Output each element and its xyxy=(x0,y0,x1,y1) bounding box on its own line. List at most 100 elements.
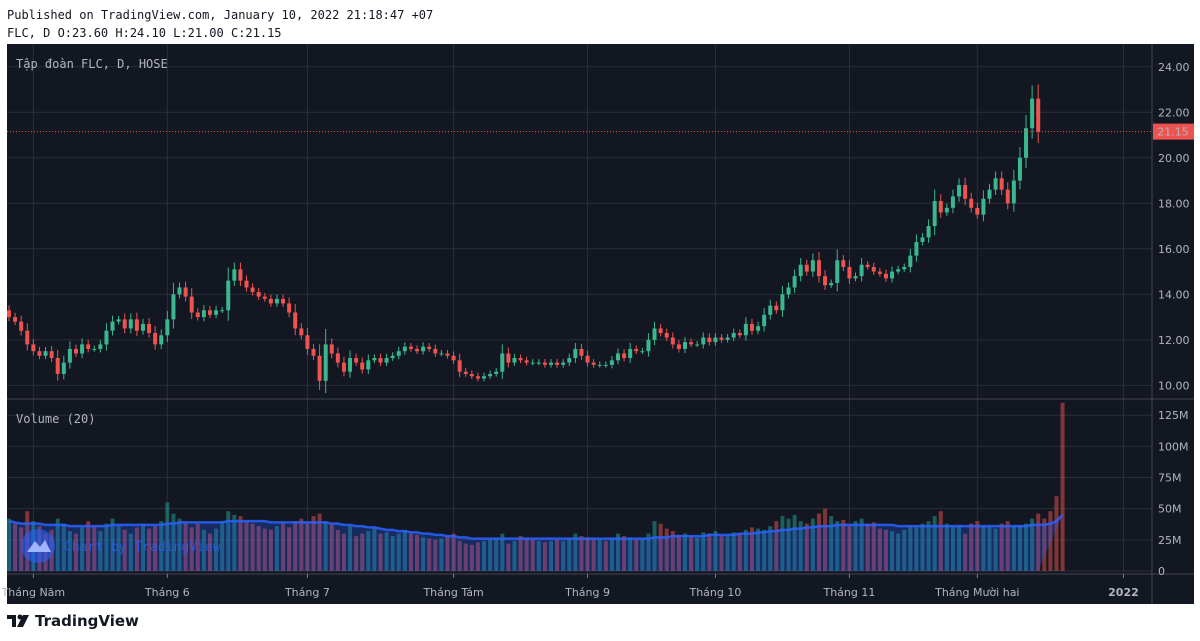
candle-up xyxy=(914,241,919,256)
candle-down xyxy=(463,371,468,374)
volume-bar xyxy=(19,527,24,571)
candle-down xyxy=(591,362,596,365)
volume-bar xyxy=(67,531,72,571)
volume-bar xyxy=(372,528,377,571)
candle-down xyxy=(689,342,694,345)
volume-bar xyxy=(140,523,145,571)
volume-bar xyxy=(1017,526,1022,571)
volume-ma-line xyxy=(8,514,1064,540)
candle-up xyxy=(220,310,225,312)
candle-up xyxy=(835,260,840,283)
candle-down xyxy=(938,201,943,213)
candle-up xyxy=(384,358,389,363)
volume-bar xyxy=(597,539,602,571)
volume-bar xyxy=(13,523,18,571)
tradingview-brand[interactable]: TradingView xyxy=(7,612,139,630)
volume-bar xyxy=(238,516,243,571)
candle-down xyxy=(299,328,304,336)
candle-up xyxy=(171,294,176,320)
volume-bar xyxy=(908,526,913,571)
candle-up xyxy=(128,319,133,329)
published-header: Published on TradingView.com, January 10… xyxy=(7,8,434,22)
volume-bar xyxy=(689,536,694,571)
volume-tick-label: 50M xyxy=(1158,503,1182,516)
candle-down xyxy=(147,323,152,334)
volume-bar xyxy=(950,526,955,571)
volume-bar xyxy=(999,523,1004,571)
candle-up xyxy=(603,364,608,366)
candle-down xyxy=(317,355,322,381)
candle-up xyxy=(561,362,566,365)
candle-up xyxy=(1030,98,1035,129)
volume-bar xyxy=(768,526,773,571)
volume-bar xyxy=(402,529,407,571)
volume-bar xyxy=(841,519,846,571)
volume-bar xyxy=(561,541,566,571)
candle-up xyxy=(780,294,785,311)
candle-down xyxy=(847,267,852,279)
volume-bar xyxy=(835,521,840,571)
candle-up xyxy=(798,264,803,277)
candle-up xyxy=(713,337,718,343)
volume-tick-label: 25M xyxy=(1158,534,1182,547)
volume-bar xyxy=(963,533,968,571)
volume-bar xyxy=(433,539,438,571)
candle-down xyxy=(975,207,980,215)
candle-down xyxy=(13,317,18,322)
candle-down xyxy=(408,346,413,349)
volume-bar xyxy=(695,537,700,571)
candle-up xyxy=(274,298,279,304)
candle-down xyxy=(281,298,286,304)
candle-up xyxy=(981,198,986,215)
volume-tick-label: 75M xyxy=(1158,472,1182,485)
volume-bar xyxy=(987,527,992,571)
candle-up xyxy=(768,305,773,315)
volume-bar xyxy=(676,534,681,571)
volume-tick-label: 125M xyxy=(1158,409,1189,422)
volume-bar xyxy=(646,533,651,571)
candle-down xyxy=(153,333,158,345)
candle-up xyxy=(762,314,767,327)
volume-bar xyxy=(287,527,292,571)
candle-down xyxy=(774,305,779,311)
volume-bar xyxy=(786,518,791,571)
volume-bar xyxy=(311,516,316,571)
volume-bar xyxy=(518,536,523,571)
volume-bar xyxy=(816,513,821,571)
candle-down xyxy=(329,344,334,354)
chart-background xyxy=(7,44,1194,604)
candle-down xyxy=(427,346,432,349)
candle-up xyxy=(920,237,925,242)
volume-bar xyxy=(451,533,456,571)
volume-bar xyxy=(743,529,748,571)
volume-bar xyxy=(920,523,925,571)
volume-bar xyxy=(323,521,328,571)
volume-bar xyxy=(914,527,919,571)
candle-down xyxy=(634,348,639,352)
volume-bar xyxy=(993,528,998,571)
volume-bar xyxy=(780,516,785,571)
candle-down xyxy=(1005,189,1010,204)
volume-bar xyxy=(609,538,614,571)
volume-bar xyxy=(122,529,127,571)
candle-down xyxy=(719,337,724,340)
volume-bar xyxy=(823,508,828,571)
candle-down xyxy=(969,198,974,208)
candle-up xyxy=(165,319,170,336)
volume-bar xyxy=(975,521,980,571)
candle-down xyxy=(189,296,194,313)
volume-bar xyxy=(883,529,888,571)
candle-down xyxy=(877,271,882,274)
volume-bar xyxy=(804,523,809,571)
time-tick-label: Tháng Năm xyxy=(1,586,66,599)
candle-up xyxy=(567,358,572,363)
price-chart[interactable]: 10.00 12.00 14.00 16.00 18.00 20.00 22.00 24.00… xyxy=(0,44,1200,604)
watermark[interactable]: Chart by TradingView xyxy=(21,529,221,563)
candle-up xyxy=(348,358,353,372)
candle-down xyxy=(262,296,267,299)
candle-up xyxy=(701,337,706,345)
volume-bar xyxy=(147,528,152,571)
volume-bar xyxy=(183,523,188,571)
price-tick-label: 10.00 xyxy=(1158,379,1190,392)
volume-bar xyxy=(408,533,413,571)
